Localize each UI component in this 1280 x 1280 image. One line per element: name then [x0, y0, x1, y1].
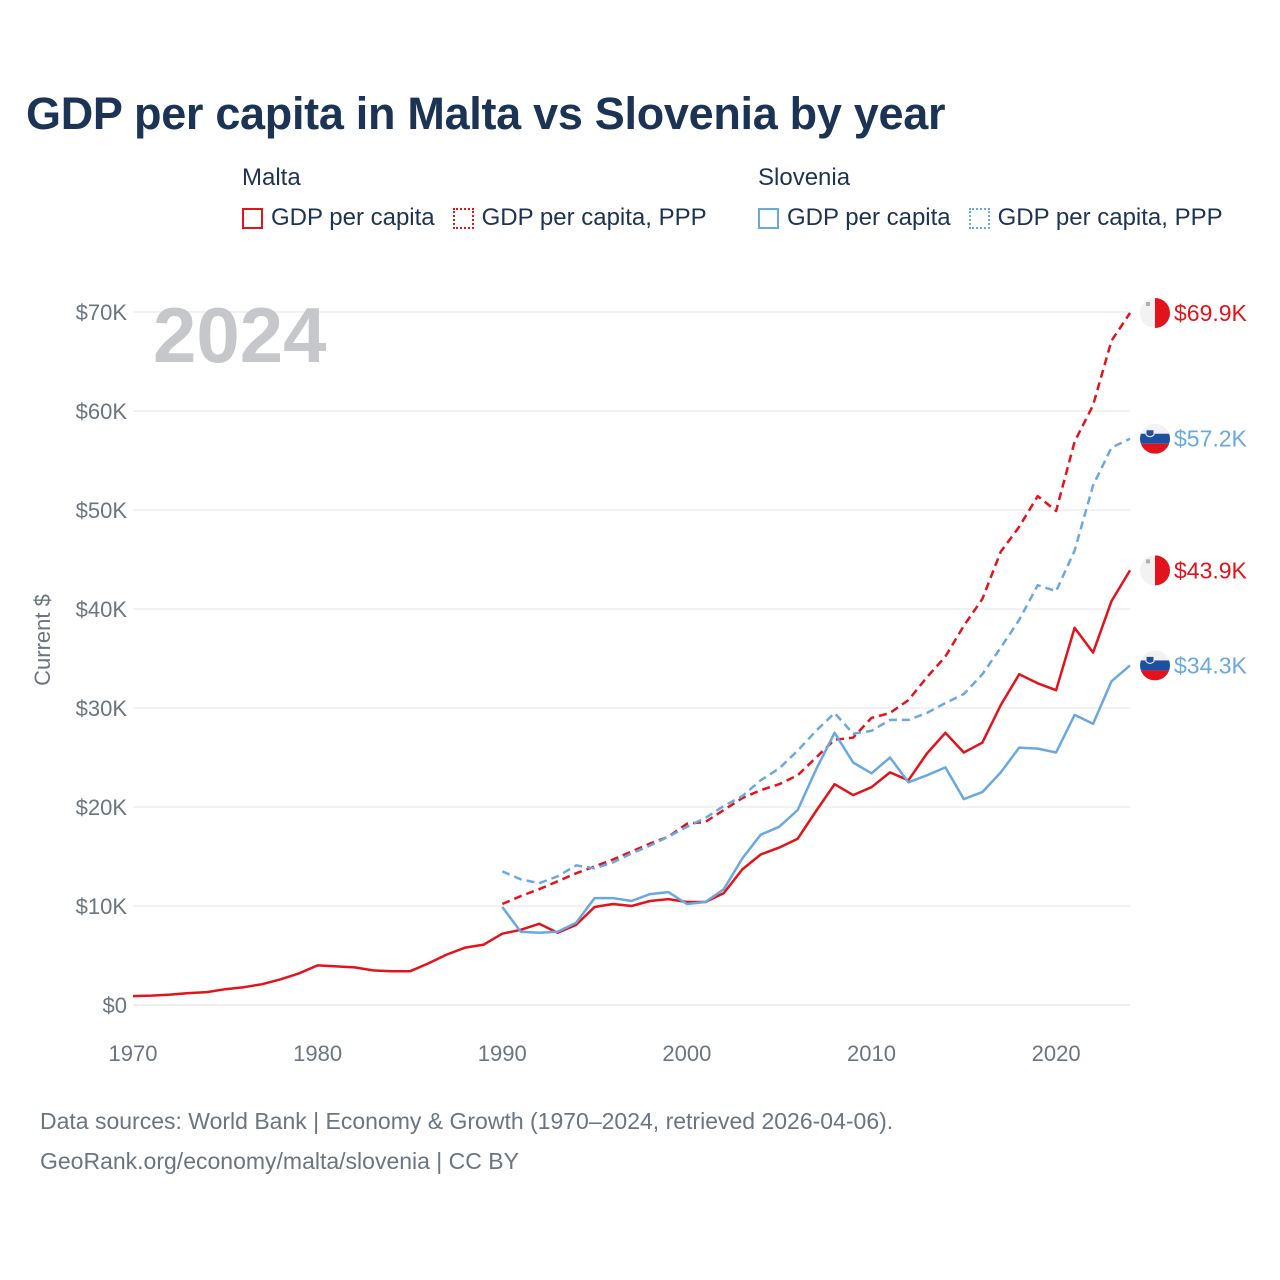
- malta-flag-icon: [1140, 555, 1170, 586]
- grid: [133, 311, 1130, 1006]
- legend-item-slovenia-gdp[interactable]: GDP per capita: [758, 204, 951, 232]
- end-value-label: $34.3K: [1174, 652, 1248, 678]
- end-value-label: $69.9K: [1174, 300, 1248, 326]
- y-tick-label: $10K: [76, 894, 128, 919]
- source-line-1: Data sources: World Bank | Economy & Gro…: [40, 1108, 894, 1134]
- x-tick-label: 2020: [1032, 1041, 1081, 1066]
- y-tick-label: $70K: [76, 300, 128, 325]
- year-overlay: 2024: [153, 291, 327, 379]
- legend-swatch-dotted-icon: [452, 207, 474, 229]
- legend-country-slovenia: Slovenia: [758, 164, 851, 191]
- legend-group-malta: Malta GDP per capita GDP per capita, PPP: [242, 162, 707, 232]
- legend-swatch-solid-icon: [242, 207, 263, 229]
- series: [132, 312, 1132, 998]
- y-tick-label: $60K: [76, 399, 128, 424]
- y-axis-ticks: $0 $10K $20K $30K $40K $50K $60K $70K: [76, 300, 128, 1018]
- series-line-1[interactable]: [501, 312, 1132, 906]
- slovenia-flag-icon: [1140, 650, 1170, 681]
- series-line-0[interactable]: [132, 569, 1132, 998]
- legend-group-slovenia: Slovenia GDP per capita GDP per capita, …: [758, 162, 1223, 232]
- y-tick-label: $0: [103, 993, 127, 1018]
- chart-title: GDP per capita in Malta vs Slovenia by y…: [26, 88, 946, 139]
- y-axis-label: Current $: [30, 594, 55, 686]
- y-tick-label: $20K: [76, 795, 128, 820]
- slovenia-flag-icon: [1140, 423, 1170, 454]
- series-line-2[interactable]: [501, 664, 1131, 934]
- x-tick-label: 2000: [662, 1041, 711, 1066]
- legend-label: GDP per capita, PPP: [481, 204, 707, 231]
- legend-swatch-solid-icon: [758, 207, 779, 229]
- legend-item-slovenia-gdp-ppp[interactable]: GDP per capita, PPP: [968, 204, 1223, 232]
- legend-country-malta: Malta: [242, 164, 301, 191]
- legend-label: GDP per capita, PPP: [997, 204, 1223, 231]
- series-line-3[interactable]: [501, 437, 1131, 885]
- x-tick-label: 1970: [109, 1041, 158, 1066]
- legend-label: GDP per capita: [271, 204, 435, 231]
- end-value-label: $43.9K: [1174, 557, 1248, 583]
- legend-label: GDP per capita: [787, 204, 951, 231]
- end-value-label: $57.2K: [1174, 426, 1248, 452]
- x-tick-label: 2010: [847, 1041, 896, 1066]
- source-line-2[interactable]: GeoRank.org/economy/malta/slovenia | CC …: [40, 1148, 519, 1174]
- legend-item-malta-gdp[interactable]: GDP per capita: [242, 204, 435, 232]
- x-tick-label: 1990: [478, 1041, 527, 1066]
- y-tick-label: $40K: [76, 597, 128, 622]
- malta-flag-icon: [1140, 297, 1170, 328]
- x-tick-label: 1980: [293, 1041, 342, 1066]
- y-tick-label: $50K: [76, 498, 128, 523]
- legend-item-malta-gdp-ppp[interactable]: GDP per capita, PPP: [452, 204, 707, 232]
- end-labels: $43.9K $69.9K $34.3K $57.2K: [1140, 297, 1248, 681]
- y-tick-label: $30K: [76, 696, 128, 721]
- x-axis-ticks: 1970 1980 1990 2000 2010 2020: [109, 1041, 1081, 1066]
- legend-swatch-dotted-icon: [968, 207, 990, 229]
